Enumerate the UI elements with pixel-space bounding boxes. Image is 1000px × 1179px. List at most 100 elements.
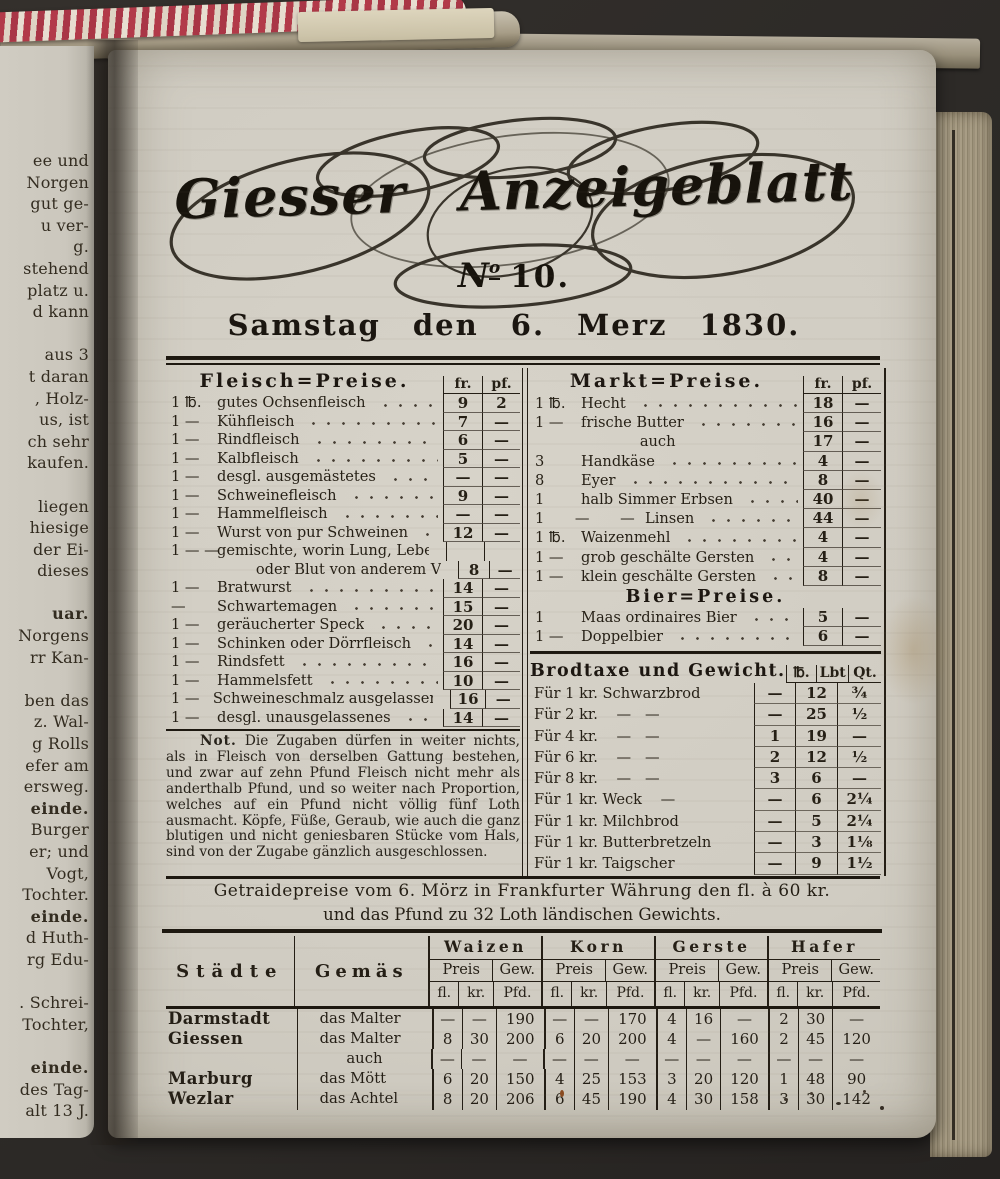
korn-pfd: 153 [608, 1069, 656, 1090]
row-item: Schweineschmalz ausgelassenes [212, 690, 433, 707]
gerste-pfd: — [720, 1048, 768, 1070]
waizen-pfd: 206 [495, 1089, 544, 1110]
previous-page-line [0, 1035, 89, 1057]
table-row: 1 — Bratwurst 14 — [166, 579, 520, 598]
row-pfennig: — [842, 470, 881, 490]
korn-kr: — [573, 1048, 608, 1070]
row-loth: 5 [795, 810, 837, 833]
row-pfennig: — [842, 509, 881, 529]
rule-mid [166, 876, 880, 879]
row-item: gutes Ochsenfleisch [217, 394, 366, 411]
row-quantity: 1 — [171, 690, 200, 707]
row-kreuzer: 15 [443, 597, 482, 616]
row-quint: 1½ [837, 853, 881, 875]
row-kreuzer: 18 [803, 394, 842, 414]
waizen-kr: 30 [461, 1028, 496, 1049]
previous-page-line: g. [73, 237, 89, 257]
row-city: Darmstadt [168, 1008, 271, 1028]
row-item: Kalbfleisch [217, 449, 299, 467]
previous-page-line [0, 474, 89, 496]
row-kreuzer: 4 [803, 547, 842, 567]
unit-kr: kr. [458, 982, 492, 1007]
previous-page-line: z. Wal- [33, 712, 89, 732]
markt-col-pf: pf. [842, 376, 881, 394]
table-row: 1 — Hammelfleisch — — [166, 505, 520, 524]
row-pfennig: — [842, 394, 881, 414]
row-pfennig: — [482, 671, 520, 690]
row-kreuzer: 12 [443, 523, 482, 542]
waizen-kr: — [461, 1008, 496, 1029]
grain-name: Gerste [656, 936, 767, 960]
row-pfund: 3 [754, 768, 795, 790]
markt-col-fr: fr. [803, 376, 842, 394]
korn-fl: 6 [543, 1089, 574, 1110]
row-kreuzer: 4 [803, 451, 842, 471]
row-kreuzer: 10 [443, 671, 482, 690]
korn-pfd: 170 [608, 1008, 656, 1029]
gerste-fl: 4 [655, 1008, 686, 1029]
row-pfund: — [754, 810, 795, 833]
row-item: klein geschälte Gersten [581, 567, 757, 585]
row-quantity: 1 — [171, 653, 200, 670]
getraide-heading-line2: und das Pfund zu 32 Loth ländischen Gewi… [323, 905, 721, 924]
previous-page-line: alt 13 J. [25, 1101, 89, 1121]
bookmark-ribbon [297, 7, 495, 43]
table-row: Für 1 kr. Schwarzbrod — 12 ¾ [530, 683, 881, 705]
korn-pfd: — [607, 1048, 656, 1070]
rule-top-thick [166, 356, 880, 360]
grain-subheader: Preis Gew. [430, 959, 541, 983]
row-measure: das Mött [296, 1069, 432, 1090]
hafer-kr: 30 [798, 1089, 832, 1110]
grain-subheader: Preis Gew. [656, 959, 767, 983]
row-loth: 3 [795, 832, 837, 854]
hafer-pfd: 142 [832, 1089, 880, 1110]
gerste-pfd: 158 [720, 1089, 768, 1110]
row-pfennig: — [842, 489, 881, 510]
leader-dots [423, 642, 438, 649]
rule-above-brodtaxe [530, 651, 881, 654]
subcol-gew: Gew. [718, 959, 767, 982]
row-pfennig: — [842, 607, 881, 628]
hafer-fl: — [767, 1048, 798, 1070]
hafer-fl: 2 [767, 1008, 798, 1029]
previous-page-line: , Holz- [34, 388, 89, 408]
issue-prefix: N [457, 256, 489, 296]
row-quint: ¾ [837, 683, 881, 705]
table-row: Wezlar das Achtel 8 20 206 6 45 190 4 30… [166, 1089, 880, 1110]
table-row: auch — — — — — — — — — — — — [166, 1048, 880, 1070]
row-pfennig: — [842, 451, 881, 471]
row-quint: ½ [837, 746, 881, 769]
masthead: Giesser Anzeigeblatt No 10. [158, 104, 870, 316]
row-pfund: 2 [754, 746, 795, 769]
leader-dots [706, 517, 798, 525]
waizen-pfd: 150 [495, 1069, 544, 1090]
row-loth: 12 [795, 683, 837, 705]
row-kreuzer: 16 [803, 413, 842, 433]
previous-page-line: liegen [38, 496, 89, 516]
getraide-heading-line1: Getraidepreise vom 6. Mörz in Frankfurte… [213, 881, 831, 901]
grain-group-korn: Korn Preis Gew. fl. kr. Pfd. [541, 936, 654, 1007]
hafer-pfd: — [832, 1008, 880, 1029]
fleisch-col-fr: fr. [443, 376, 482, 394]
brodtaxe-col-quint: Qt. [847, 665, 881, 683]
unit-pfd: Pfd. [492, 982, 541, 1007]
row-item: grob geschälte Gersten [581, 548, 755, 566]
waizen-kr: — [461, 1048, 495, 1070]
korn-fl: 4 [543, 1069, 574, 1090]
row-loth: 25 [795, 704, 837, 726]
fore-edge-gap [952, 130, 955, 1140]
grain-units: fl. kr. Pfd. [656, 982, 767, 1007]
rule-header-bottom [166, 1006, 880, 1009]
gerste-pfd: 120 [720, 1069, 768, 1090]
gerste-pfd: 160 [720, 1028, 768, 1049]
row-kreuzer: 7 [443, 412, 482, 431]
gerste-kr: — [685, 1048, 720, 1070]
fleisch-preise-table: Fleisch=Preise. fr. pf. 1 ℔. gutes Ochse… [166, 368, 520, 727]
hafer-kr: — [798, 1048, 832, 1070]
hafer-kr: 30 [798, 1008, 832, 1029]
leader-dots [766, 555, 798, 563]
grain-name: Hafer [769, 936, 880, 960]
row-quantity: 1 — [535, 414, 564, 432]
row-city: Giessen [168, 1028, 244, 1048]
gerste-fl: 4 [655, 1028, 686, 1049]
